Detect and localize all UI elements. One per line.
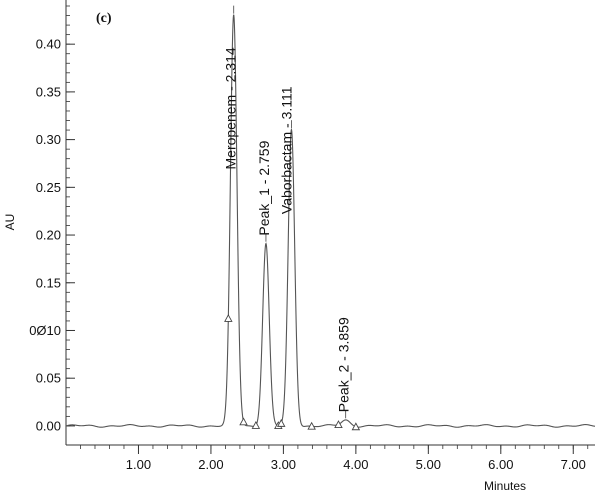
y-axis-title: AU: [3, 214, 17, 231]
x-tick-label: 7.00: [561, 457, 586, 472]
axes: 0.00 0.05 0Ø10 0.15 0.20 0.25 0.30 0.35 0.40 1.00…: [29, 0, 595, 472]
y-tick-label: 0.25: [36, 180, 61, 195]
y-tick-label: 0.40: [36, 37, 61, 52]
y-tick-label: 0.15: [36, 275, 61, 290]
peak-label: Meropenem - 2.314: [223, 47, 239, 169]
y-tick-label: 0.00: [36, 418, 61, 433]
peak-boundary-marker: [239, 417, 248, 426]
x-tick-label: 1.00: [126, 457, 151, 472]
x-tick-label: 5.00: [416, 457, 441, 472]
peak-label: Peak_1 - 2.759: [256, 140, 272, 235]
peak-boundary-marker: [276, 418, 286, 427]
peak-boundary-marker: [224, 314, 233, 322]
peak-markers: [224, 5, 361, 431]
y-tick-label: 0.20: [36, 228, 61, 243]
y-tick-label: 0.05: [36, 371, 61, 386]
y-tick-label: 0.30: [36, 132, 61, 147]
x-tick-label: 4.00: [343, 457, 368, 472]
peak-label: Vaborbactam - 3.111: [278, 86, 294, 214]
x-tick-label: 2.00: [198, 457, 223, 472]
x-tick-label: 3.00: [271, 457, 296, 472]
chromatogram-trace: [65, 14, 596, 428]
peak-boundary-marker: [307, 421, 316, 430]
peak-labels: Meropenem - 2.314 Peak_1 - 2.759 Vaborbact…: [223, 47, 352, 412]
peak-boundary-marker: [351, 422, 361, 431]
panel-label: (c): [96, 11, 112, 26]
y-tick-label: 0.35: [36, 84, 61, 99]
y-tick-label: 0Ø10: [29, 323, 61, 338]
peak-boundary-marker: [251, 420, 261, 429]
peak-label: Peak_2 - 3.859: [336, 317, 352, 412]
x-tick-label: 6.00: [488, 457, 513, 472]
x-axis-title: Minutes: [484, 479, 526, 493]
peak-boundary-marker: [334, 420, 343, 428]
